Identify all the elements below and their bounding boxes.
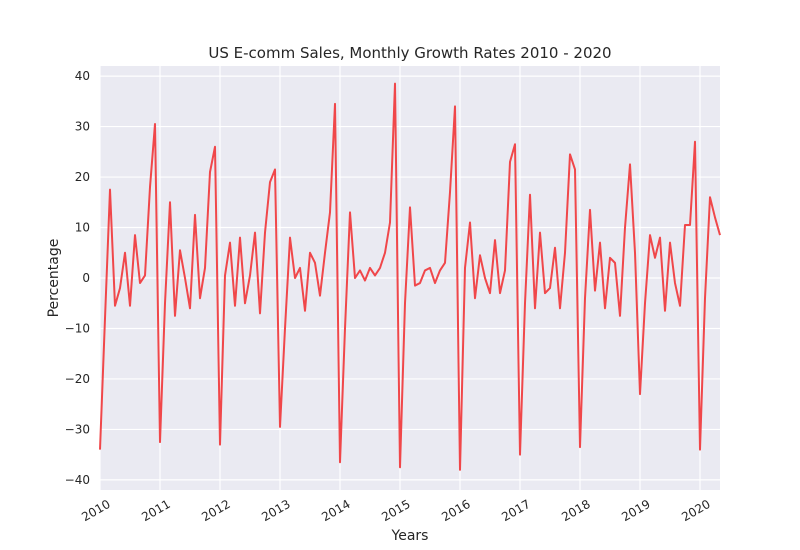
chart-title: US E-comm Sales, Monthly Growth Rates 20… [208, 44, 611, 62]
y-tick-label: 20 [75, 170, 90, 184]
x-tick-label: 2014 [319, 497, 352, 524]
y-tick-label: −20 [65, 372, 90, 386]
x-tick-label: 2019 [619, 497, 652, 524]
series-layer [99, 82, 721, 471]
x-tick-label: 2015 [379, 497, 412, 524]
x-axis-title: Years [391, 528, 429, 544]
x-tick-labels: 2010 2011 2012 2013 2014 2015 2016 2017 2018 2019… [79, 497, 712, 524]
x-tick-label: 2017 [499, 497, 532, 524]
x-tick-label: 2012 [199, 497, 232, 524]
y-tick-label: 0 [82, 271, 90, 285]
x-tick-label: 2020 [679, 497, 712, 524]
y-tick-label: 40 [75, 69, 90, 83]
x-tick-label: 2010 [79, 497, 112, 524]
x-tick-label: 2016 [439, 497, 472, 524]
y-tick-label: −40 [65, 473, 90, 487]
y-tick-label: 10 [75, 221, 90, 235]
y-axis-title: Percentage [46, 239, 62, 318]
y-tick-label: −10 [65, 321, 90, 335]
y-tick-labels: −40 −30 −20 −10 0 10 20 30 40 [65, 69, 90, 487]
series-line [99, 82, 721, 471]
x-tick-label: 2011 [139, 497, 172, 524]
x-tick-label: 2013 [259, 497, 292, 524]
y-tick-label: −30 [65, 422, 90, 436]
y-tick-label: 30 [75, 120, 90, 134]
x-tick-label: 2018 [559, 497, 592, 524]
